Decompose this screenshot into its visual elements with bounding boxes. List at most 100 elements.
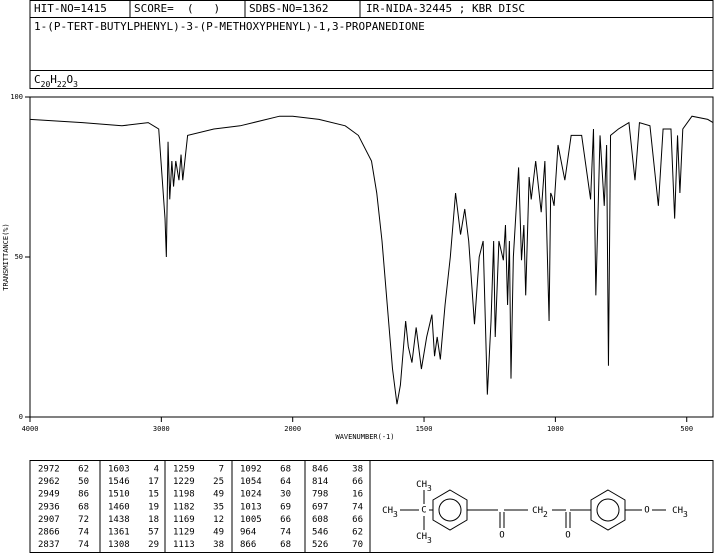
y-tick-label: 0 <box>19 413 23 421</box>
peak-wavenumber: 1546 <box>108 477 130 487</box>
peak-wavenumber: 2962 <box>38 477 60 487</box>
ring <box>590 489 626 531</box>
peak-wavenumber: 1603 <box>108 465 130 475</box>
peak-wavenumber: 866 <box>240 540 256 550</box>
peak-wavenumber: 814 <box>312 477 328 487</box>
subscript: 3 <box>427 484 432 493</box>
peak-intensity: 7 <box>219 465 224 475</box>
oxygen: O <box>565 531 570 541</box>
peak-intensity: 12 <box>213 515 224 525</box>
ch3-top: CH3 <box>416 480 432 494</box>
peak-wavenumber: 1308 <box>108 540 130 550</box>
peak-wavenumber: 1438 <box>108 515 130 525</box>
y-axis-label: TRANSMITTANCE(%) <box>2 223 10 290</box>
peak-intensity: 35 <box>213 502 224 512</box>
element: CH <box>416 480 427 490</box>
oxygen: O <box>644 506 649 516</box>
element: CH <box>382 506 393 516</box>
peak-intensity: 70 <box>352 540 363 550</box>
peak-intensity: 38 <box>213 540 224 550</box>
peak-wavenumber: 2936 <box>38 502 60 512</box>
peak-intensity: 74 <box>352 502 363 512</box>
peak-intensity: 57 <box>148 528 159 538</box>
peak-intensity: 18 <box>148 515 159 525</box>
peak-wavenumber: 1092 <box>240 465 262 475</box>
ch3-bottom: CH3 <box>416 532 432 546</box>
peak-intensity: 86 <box>78 490 89 500</box>
peak-wavenumber: 1054 <box>240 477 262 487</box>
y-tick-label: 100 <box>10 93 23 101</box>
peak-wavenumber: 2907 <box>38 515 60 525</box>
peak-wavenumber: 2949 <box>38 490 60 500</box>
peak-intensity: 49 <box>213 490 224 500</box>
ch3-right: CH3 <box>672 506 688 520</box>
peak-intensity: 49 <box>213 528 224 538</box>
ring-aromatic <box>438 498 462 522</box>
peak-intensity: 69 <box>280 502 291 512</box>
peak-wavenumber: 2972 <box>38 465 60 475</box>
spectrum-line <box>29 115 714 405</box>
sdbs-no: SDBS-NO=1362 <box>249 2 328 15</box>
element: CH <box>532 506 543 516</box>
peak-intensity: 74 <box>78 528 89 538</box>
peak-intensity: 15 <box>148 490 159 500</box>
peak-wavenumber: 2837 <box>38 540 60 550</box>
ch3-left: CH3 <box>382 506 398 520</box>
peak-wavenumber: 846 <box>312 465 328 475</box>
compound-name: 1-(P-TERT-BUTYLPHENYL)-3-(P-METHOXYPHENY… <box>34 20 425 33</box>
subscript: 3 <box>393 510 398 519</box>
peak-wavenumber: 1198 <box>173 490 195 500</box>
peak-intensity: 72 <box>78 515 89 525</box>
peak-wavenumber: 1182 <box>173 502 195 512</box>
ring <box>432 489 468 531</box>
peak-intensity: 16 <box>352 490 363 500</box>
element: H <box>50 73 57 86</box>
peak-wavenumber: 2866 <box>38 528 60 538</box>
x-tick-label: 1500 <box>416 425 433 433</box>
carbon: C <box>421 506 426 516</box>
y-tick-label: 50 <box>15 253 23 261</box>
peak-intensity: 74 <box>78 540 89 550</box>
formula: C20H22O3 <box>34 73 78 89</box>
score: SCORE= ( ) <box>134 2 220 15</box>
element: O <box>67 73 74 86</box>
peak-wavenumber: 1013 <box>240 502 262 512</box>
peak-intensity: 66 <box>352 477 363 487</box>
peak-wavenumber: 1169 <box>173 515 195 525</box>
source: IR-NIDA-32445 ; KBR DISC <box>366 2 525 15</box>
ring-aromatic <box>596 498 620 522</box>
peak-wavenumber: 1024 <box>240 490 262 500</box>
subscript: 3 <box>73 80 78 89</box>
peak-wavenumber: 1510 <box>108 490 130 500</box>
peak-intensity: 66 <box>352 515 363 525</box>
peak-wavenumber: 546 <box>312 528 328 538</box>
peak-wavenumber: 526 <box>312 540 328 550</box>
peak-intensity: 68 <box>78 502 89 512</box>
peak-intensity: 19 <box>148 502 159 512</box>
subscript: 2 <box>543 510 548 519</box>
peak-intensity: 30 <box>280 490 291 500</box>
x-axis-label: WAVENUMBER(-1) <box>335 433 394 441</box>
subscript: 3 <box>427 536 432 545</box>
peak-wavenumber: 1113 <box>173 540 195 550</box>
peak-wavenumber: 1460 <box>108 502 130 512</box>
peak-intensity: 68 <box>280 465 291 475</box>
x-tick-label: 2000 <box>284 425 301 433</box>
subscript: 22 <box>57 80 67 89</box>
peak-intensity: 25 <box>213 477 224 487</box>
structure <box>400 489 666 531</box>
oxygen: O <box>499 531 504 541</box>
x-tick-label: 500 <box>680 425 693 433</box>
peak-wavenumber: 1361 <box>108 528 130 538</box>
subscript: 20 <box>41 80 51 89</box>
formula-box <box>29 70 714 89</box>
peak-intensity: 4 <box>154 465 159 475</box>
peak-intensity: 50 <box>78 477 89 487</box>
peak-intensity: 62 <box>78 465 89 475</box>
element: CH <box>672 506 683 516</box>
peak-wavenumber: 1259 <box>173 465 195 475</box>
peak-intensity: 38 <box>352 465 363 475</box>
peak-intensity: 17 <box>148 477 159 487</box>
peak-wavenumber: 697 <box>312 502 328 512</box>
peak-wavenumber: 964 <box>240 528 256 538</box>
